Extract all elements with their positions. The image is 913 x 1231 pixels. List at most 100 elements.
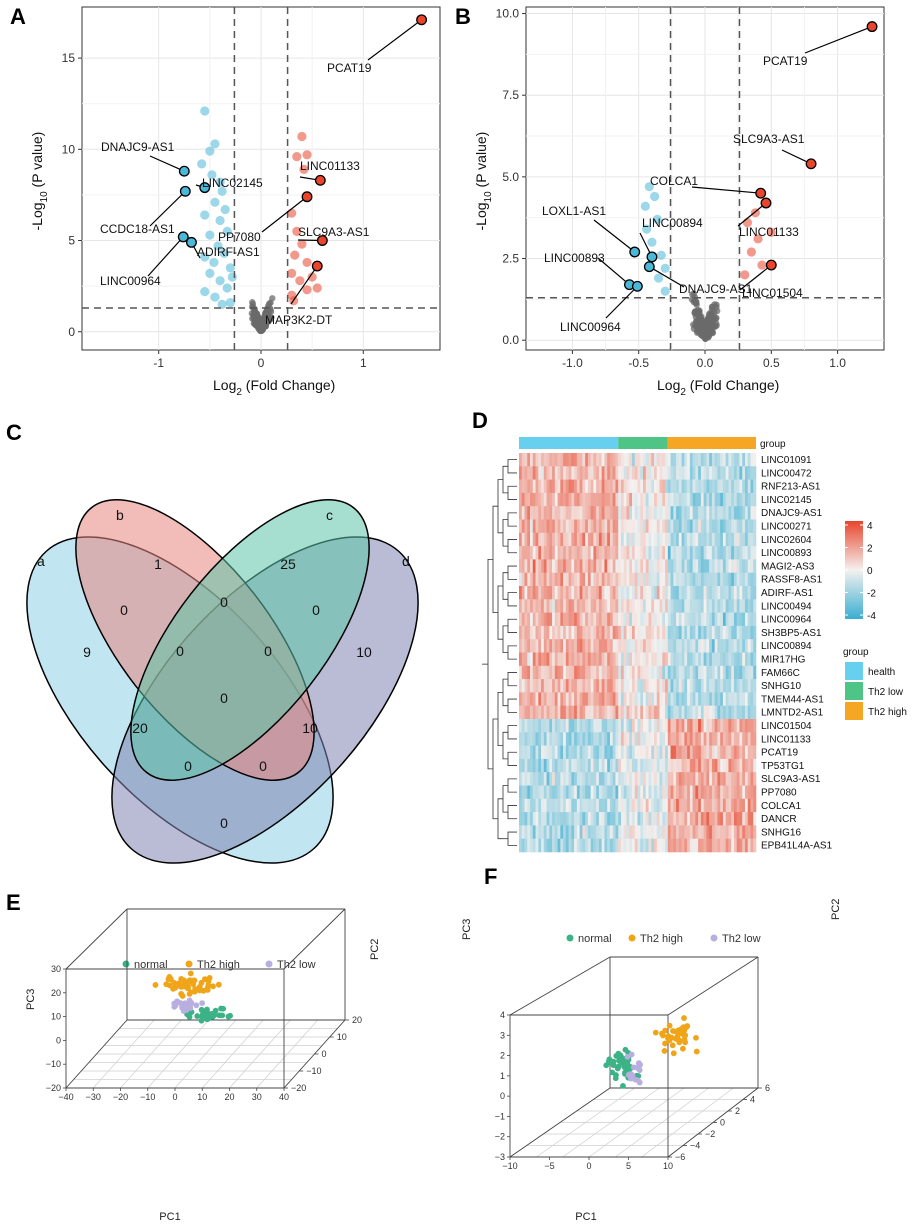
heatmap-cell <box>700 838 704 853</box>
heatmap-cell <box>640 532 644 547</box>
heatmap-cell <box>618 679 622 693</box>
heatmap-cell <box>643 812 647 826</box>
heatmap-cell <box>601 812 605 826</box>
heatmap-cell <box>681 466 685 480</box>
heatmap-cell <box>673 492 677 507</box>
heatmap-cell <box>543 798 547 813</box>
heatmap-cell <box>744 785 749 800</box>
pca-point <box>628 1071 634 1077</box>
heatmap-cell <box>703 453 707 467</box>
heatmap-cell <box>615 652 619 667</box>
heatmap-cell <box>532 732 536 746</box>
heatmap-cell <box>714 572 718 587</box>
heatmap-cell <box>609 506 613 520</box>
heatmap-cell <box>626 559 630 573</box>
heatmap-cell <box>596 546 600 560</box>
heatmap-cell <box>519 532 523 547</box>
heatmap-cell <box>656 665 660 680</box>
heatmap-cell <box>645 532 649 547</box>
heatmap-cell <box>681 745 685 760</box>
dendrogram-branch <box>507 698 517 713</box>
heatmap-cell <box>733 492 738 507</box>
heatmap-cell <box>645 586 649 600</box>
heatmap-cell <box>607 772 611 786</box>
heatmap-cell <box>541 532 545 547</box>
dendrogram-branch <box>507 778 517 793</box>
heatmap-cell <box>532 546 536 560</box>
heatmap-cell <box>695 599 699 613</box>
heatmap-cell <box>667 745 671 760</box>
heatmap-cell <box>543 453 547 467</box>
heatmap-cell <box>681 546 685 560</box>
heatmap-cell <box>648 639 652 653</box>
heatmap-cell <box>706 772 710 786</box>
heatmap-cell <box>563 719 567 733</box>
heatmap-cell <box>631 586 636 600</box>
heatmap-cell <box>656 838 660 853</box>
heatmap-cell <box>582 719 586 733</box>
heatmap-cell <box>571 825 575 839</box>
heatmap-cell <box>549 546 553 560</box>
heatmap-cell <box>623 625 627 640</box>
heatmap-cell <box>626 572 630 587</box>
heatmap-cell <box>637 719 641 733</box>
heatmap-cell <box>535 745 539 760</box>
heatmap-cell <box>714 546 718 560</box>
heatmap-cell <box>662 546 666 560</box>
heatmap-cell <box>722 719 726 733</box>
z-tick-label: 0 <box>56 1035 61 1045</box>
heatmap-cell <box>549 825 553 839</box>
heatmap-cell <box>739 679 743 693</box>
heatmap-cell <box>587 825 591 839</box>
heatmap-cell <box>524 612 528 627</box>
heatmap-cell <box>631 479 636 494</box>
heatmap-cell <box>643 572 647 587</box>
heatmap-cell <box>733 466 738 480</box>
heatmap-cell <box>521 612 525 627</box>
heatmap-cell <box>678 732 682 746</box>
heatmap-cell <box>579 812 583 826</box>
row-label: LMNTD2-AS1 <box>761 708 824 719</box>
heatmap-cell <box>615 599 619 613</box>
heatmap-cell <box>563 546 567 560</box>
heatmap-cell <box>604 453 608 467</box>
x-tick-label: 0.5 <box>763 356 780 370</box>
heatmap-cell <box>576 652 580 667</box>
heatmap-cell <box>596 785 600 800</box>
heatmap-cell <box>662 559 666 573</box>
heatmap-cell <box>667 758 671 773</box>
heatmap-cell <box>571 812 575 826</box>
heatmap-cell <box>626 812 630 826</box>
heatmap-cell <box>543 492 547 507</box>
z-tick-label: 20 <box>51 988 61 998</box>
heatmap-cell <box>714 719 718 733</box>
heatmap-cell <box>665 665 669 680</box>
dendrogram-branch <box>507 459 517 474</box>
heatmap-cell <box>714 652 718 667</box>
data-point-labeled <box>179 185 191 197</box>
heatmap-cell <box>574 612 578 627</box>
heatmap-cell <box>744 612 749 627</box>
heatmap-cell <box>717 798 721 813</box>
heatmap-cell <box>706 652 710 667</box>
heatmap-cell <box>607 745 611 760</box>
heatmap-cell <box>654 599 658 613</box>
heatmap-cell <box>703 772 707 786</box>
heatmap-cell <box>532 479 536 494</box>
heatmap-cell <box>582 838 586 853</box>
data-point-labeled <box>646 251 658 263</box>
heatmap-cell <box>607 758 611 773</box>
heatmap-cell <box>692 719 696 733</box>
heatmap-cell <box>725 572 729 587</box>
heatmap-cell <box>576 453 580 467</box>
heatmap-cell <box>560 825 564 839</box>
heatmap-cell <box>532 559 536 573</box>
heatmap-cell <box>684 546 688 560</box>
heatmap-cell <box>706 838 710 853</box>
heatmap-cell <box>750 758 754 773</box>
heatmap-cell <box>530 612 534 627</box>
heatmap-cell <box>695 466 699 480</box>
heatmap-cell <box>637 466 641 480</box>
heatmap-cell <box>728 825 732 839</box>
heatmap-cell <box>541 652 545 667</box>
